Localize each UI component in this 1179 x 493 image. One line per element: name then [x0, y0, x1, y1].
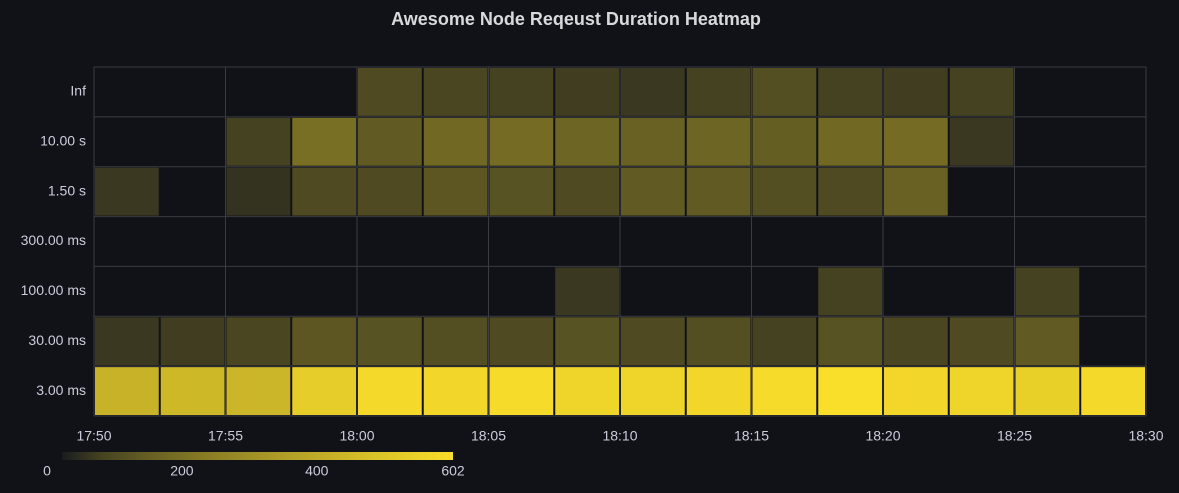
heatmap-cell [884, 167, 948, 216]
heatmap-cell [226, 167, 291, 216]
heatmap-cell [884, 68, 948, 116]
heatmap-cell [555, 317, 619, 366]
x-tick-label: 18:00 [339, 428, 374, 444]
heatmap-cell [752, 367, 817, 415]
heatmap-cell [292, 367, 356, 415]
colorbar-tick-label: 200 [170, 463, 194, 479]
heatmap-cell [489, 367, 554, 415]
heatmap-cell [358, 68, 422, 116]
heatmap-cell [818, 117, 882, 166]
heatmap-cell [949, 367, 1014, 415]
heatmap-cell [752, 68, 817, 116]
colorbar-tick-label: 0 [43, 463, 51, 479]
y-tick-label: 3.00 ms [36, 382, 86, 398]
heatmap-cell [489, 117, 554, 166]
heatmap-cell [949, 317, 1014, 366]
heatmap-cell [818, 367, 882, 415]
heatmap-cell [423, 117, 488, 166]
heatmap-cell [1015, 267, 1080, 316]
y-tick-label: Inf [70, 83, 86, 99]
x-tick-label: 18:05 [471, 428, 506, 444]
heatmap-cell [686, 117, 751, 166]
x-tick-label: 17:50 [76, 428, 111, 444]
heatmap-cell [555, 117, 619, 166]
heatmap-cell [489, 317, 554, 366]
heatmap-cell [555, 167, 619, 216]
heatmap-cell [555, 267, 619, 316]
heatmap-cell [949, 68, 1014, 116]
heatmap-cell [358, 167, 422, 216]
heatmap-cell [818, 167, 882, 216]
colorbar-tick-label: 602 [441, 463, 465, 479]
heatmap-cell [752, 317, 817, 366]
heatmap-cell [358, 317, 422, 366]
colorbar-tick-label: 400 [305, 463, 329, 479]
heatmap-cell [226, 317, 291, 366]
y-tick-label: 30.00 ms [28, 332, 86, 348]
x-tick-label: 18:20 [865, 428, 900, 444]
heatmap-cell [621, 68, 685, 116]
heatmap-cell [489, 167, 554, 216]
heatmap-cell [1015, 367, 1080, 415]
heatmap-cell [423, 367, 488, 415]
x-tick-label: 18:25 [997, 428, 1032, 444]
y-tick-label: 300.00 ms [21, 232, 86, 248]
heatmap-cell [292, 317, 356, 366]
heatmap-cell [621, 317, 685, 366]
heatmap-cell [884, 367, 948, 415]
heatmap-cell [358, 367, 422, 415]
x-tick-label: 18:15 [734, 428, 769, 444]
heatmap-cell [621, 367, 685, 415]
heatmap-cell [358, 117, 422, 166]
heatmap-cell [489, 68, 554, 116]
y-tick-label: 1.50 s [48, 182, 86, 198]
y-tick-label: 100.00 ms [21, 282, 86, 298]
heatmap-cell [818, 317, 882, 366]
heatmap-cell [884, 317, 948, 366]
heatmap-cell [686, 367, 751, 415]
heatmap-cell [423, 317, 488, 366]
y-tick-label: 10.00 s [40, 132, 86, 148]
heatmap-cell [292, 117, 356, 166]
chart-title: Awesome Node Reqeust Duration Heatmap [391, 9, 761, 29]
heatmap-cell [686, 167, 751, 216]
heatmap-cell [226, 117, 291, 166]
heatmap-cell [686, 317, 751, 366]
heatmap-cell [555, 68, 619, 116]
heatmap-cell [423, 68, 488, 116]
heatmap-cell [818, 68, 882, 116]
x-tick-label: 18:10 [602, 428, 637, 444]
heatmap-cell [1081, 367, 1145, 415]
colorbar [62, 452, 453, 460]
x-tick-label: 17:55 [208, 428, 243, 444]
heatmap-cell [621, 167, 685, 216]
heatmap-cell [555, 367, 619, 415]
heatmap-cell [1015, 317, 1080, 366]
heatmap-cell [818, 267, 882, 316]
heatmap-cell [160, 317, 225, 366]
heatmap-cell [292, 167, 356, 216]
heatmap-cell [95, 317, 159, 366]
heatmap-cell [686, 68, 751, 116]
heatmap-cell [752, 117, 817, 166]
heatmap-cell [423, 167, 488, 216]
heatmap-cell [95, 167, 159, 216]
heatmap-cell [752, 167, 817, 216]
heatmap-cell [95, 367, 159, 415]
x-tick-label: 18:30 [1128, 428, 1163, 444]
heatmap-cell [621, 117, 685, 166]
heatmap-cell [949, 117, 1014, 166]
heatmap-cell [226, 367, 291, 415]
heatmap-cell [884, 117, 948, 166]
heatmap-cell [160, 367, 225, 415]
